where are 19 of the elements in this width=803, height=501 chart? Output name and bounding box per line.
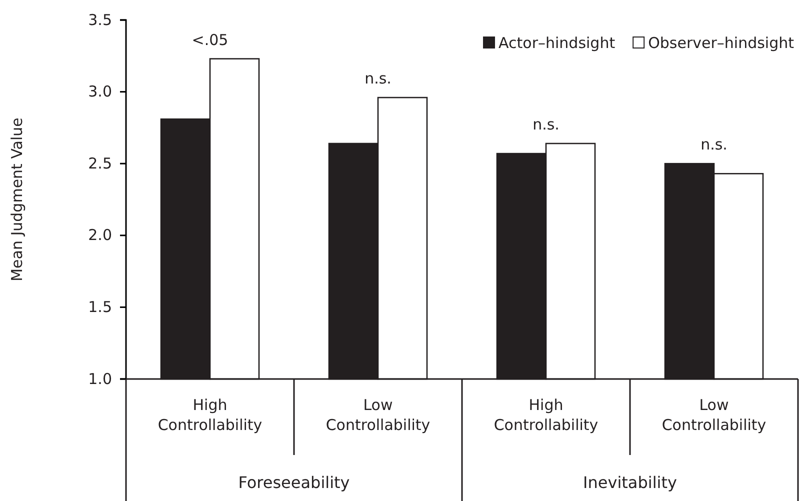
x-tick-label: High Controllability — [494, 396, 598, 434]
legend-label: Observer–hindsight — [648, 34, 794, 52]
annotation: n.s. — [700, 136, 728, 154]
y-tick-label: 1.5 — [88, 298, 112, 316]
text: Foreseeability — [238, 473, 350, 492]
legend-label: Actor–hindsight — [498, 34, 616, 52]
x-tick-label: Low Controllability — [662, 396, 766, 434]
y-axis-title: Mean Judgment Value — [8, 118, 26, 282]
y-tick-label: 3.5 — [88, 10, 112, 29]
annotation: n.s. — [364, 70, 392, 88]
text: Inevitability — [583, 473, 677, 492]
x-tick-label: High Controllability — [158, 396, 262, 434]
annotation: n.s. — [532, 115, 560, 134]
annotation: <.05 — [192, 30, 228, 49]
y-tick-label: 1.0 — [88, 370, 112, 388]
y-tick-label: 2.0 — [88, 226, 112, 244]
y-tick-label: 2.5 — [88, 154, 112, 172]
y-tick-label: 3.0 — [88, 82, 112, 101]
x-tick-label: Low Controllability — [326, 396, 430, 434]
